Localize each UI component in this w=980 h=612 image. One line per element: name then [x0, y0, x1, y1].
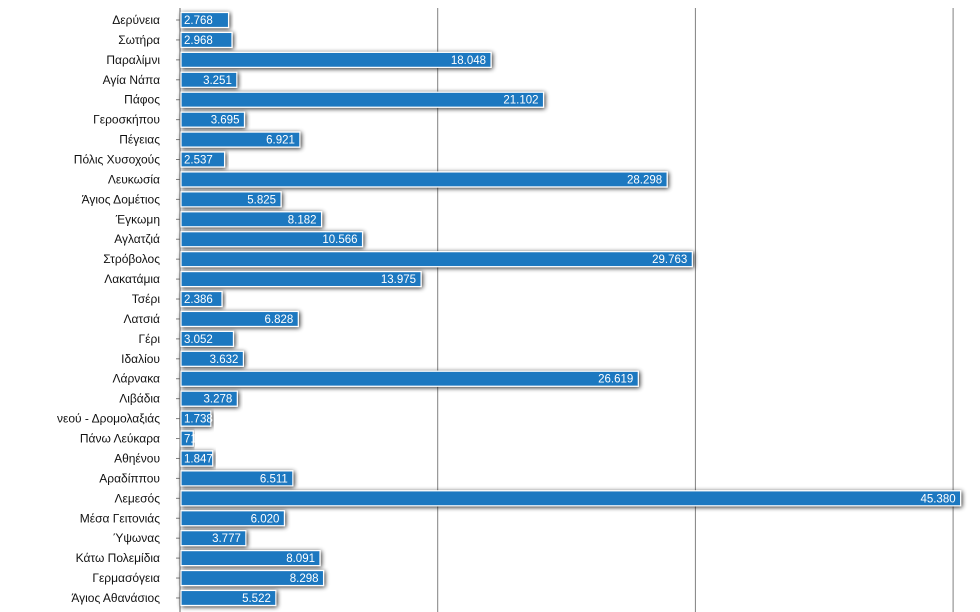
category-label: Αγία Νάπα [103, 73, 160, 87]
category-label: Έγκωμη [115, 212, 160, 226]
bar [180, 51, 492, 68]
bar [180, 151, 226, 168]
category-label: Παραλίμνι [106, 53, 160, 67]
bar [180, 350, 244, 367]
value-label: 3.695 [211, 115, 240, 127]
value-label: 8.298 [290, 573, 319, 585]
value-label: 2.537 [184, 155, 213, 167]
bar [180, 410, 212, 427]
category-label: Λάρνακα [112, 372, 160, 386]
bar [180, 589, 277, 607]
value-label: 21.102 [503, 95, 538, 107]
category-label: Δερύνεια [112, 13, 160, 27]
value-label: 5.522 [242, 593, 271, 605]
bar [180, 211, 323, 228]
value-label: 3.052 [184, 334, 213, 346]
category-label: Λευκωσία [108, 172, 160, 186]
value-label: 3.251 [203, 75, 232, 87]
category-label: Πόλις Χυσοχούς [74, 153, 160, 167]
bar [180, 251, 693, 268]
category-label: Λατσιά [123, 312, 160, 326]
bar [180, 131, 301, 148]
value-label: 6.020 [251, 513, 280, 525]
category-label: Ύψωνας [113, 531, 160, 545]
bar [180, 71, 238, 88]
gridlines [176, 8, 954, 612]
value-label: 45.380 [920, 493, 955, 505]
category-label: Γέρι [139, 332, 161, 346]
category-label: Γερμασόγεια [92, 571, 160, 585]
value-label: 28.298 [627, 174, 662, 186]
bar [180, 470, 294, 487]
value-label: 2.768 [184, 15, 213, 27]
category-label: Άγιος Αθανάσιος [71, 591, 160, 605]
bar [180, 231, 364, 248]
bar [180, 490, 962, 507]
bar [180, 91, 545, 108]
value-label: 3.278 [204, 394, 233, 406]
bar [180, 290, 223, 308]
bar [180, 510, 286, 527]
bar [180, 370, 639, 387]
value-label: 6.921 [266, 135, 295, 147]
category-labels: Δερύνεια Σωτήρα Παραλίμνι Αγία Νάπα Πάφος Γερ… [57, 13, 160, 605]
category-label: Πέγειας [119, 133, 160, 147]
category-label: Πάφος [124, 93, 160, 107]
value-label: 5.825 [247, 194, 276, 206]
value-label: 1.738 [184, 414, 213, 426]
category-label: Γεροσκήπου [93, 113, 160, 127]
value-label: 13.975 [381, 274, 416, 286]
category-label: Ιδαλίου [121, 352, 160, 366]
bar [180, 530, 247, 547]
category-label: Λεμεσός [115, 491, 161, 505]
category-label: Άγιος Δομέτιος [82, 192, 161, 206]
value-label: 3.632 [210, 354, 239, 366]
value-label: 6.828 [265, 314, 294, 326]
value-label: 8.182 [288, 214, 317, 226]
category-label: Αθηένου [114, 451, 160, 465]
value-label: 10.566 [322, 234, 357, 246]
bar [180, 390, 238, 407]
category-label: Στρόβολος [103, 252, 160, 266]
category-label: Αγλατζιά [114, 232, 160, 246]
value-label: 1.847 [184, 453, 213, 465]
value-label: 6.511 [260, 473, 288, 485]
bar [180, 310, 299, 328]
value-label: 2.386 [184, 294, 213, 306]
bar [180, 569, 325, 587]
bar [180, 330, 235, 347]
bar [180, 11, 230, 29]
category-label: νεού - Δρομολαξιάς [57, 412, 160, 426]
value-label: 2.968 [184, 35, 213, 47]
bar [180, 270, 422, 288]
value-label: 8.091 [286, 553, 315, 565]
bars [180, 11, 962, 607]
category-label: Πάνω Λεύκαρα [80, 432, 160, 446]
value-label: 26.619 [598, 374, 633, 386]
category-label: Τσέρι [132, 292, 161, 306]
category-label: Μέσα Γειτονιάς [80, 511, 160, 525]
bar [180, 31, 233, 49]
bar [180, 171, 668, 188]
category-label: Λακατάμια [104, 272, 160, 286]
value-label: 711 [184, 434, 202, 446]
category-label: Αραδίππου [99, 471, 160, 485]
category-label: Σωτήρα [118, 33, 160, 47]
bar [180, 191, 282, 208]
bar [180, 550, 321, 567]
value-label: 18.048 [451, 55, 486, 67]
category-label: Λιβάδια [119, 392, 160, 406]
bar [180, 111, 246, 128]
value-label: 3.777 [212, 533, 241, 545]
bar [180, 450, 214, 467]
value-label: 29.763 [652, 254, 687, 266]
value-labels: 2.768 2.968 18.048 3.251 21.102 3.695 6.921 2.5… [184, 15, 956, 605]
category-label: Κάτω Πολεμίδια [76, 551, 160, 565]
bar [180, 430, 194, 447]
